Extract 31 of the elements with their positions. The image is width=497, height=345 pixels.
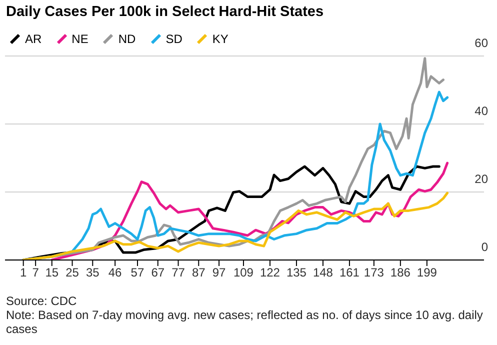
y-tick-label: 20 [474,172,488,186]
legend-label: NE [72,32,88,46]
x-tick-label: 186 [390,266,411,280]
legend-label: SD [166,32,182,46]
y-tick-label: 60 [474,36,488,50]
x-tick-label: 173 [364,266,384,280]
legend-label: AR [25,32,42,46]
x-tick-label: 46 [108,266,122,280]
x-tick-label: 135 [286,266,307,280]
text: Note: Based on 7-day moving avg. new cases; reflected as no. of days since 10 avg. daily cases [6,308,484,336]
legend-label: ND [118,32,136,46]
x-tick-label: 122 [260,266,280,280]
x-tick-label: 199 [416,266,438,280]
x-tick-label: 97 [212,266,226,280]
y-tick-label: 40 [474,104,488,118]
x-tick-label: 109 [233,266,254,280]
x-tick-label: 25 [66,266,80,280]
x-tick-label: 57 [130,266,144,280]
chart-title: Daily Cases Per 100k in Select Hard-Hit States [6,4,324,20]
y-tick-label: 0 [481,240,488,254]
x-tick-label: 35 [86,266,100,280]
x-tick-label: 161 [339,266,360,280]
x-tick-label: 1 [20,266,27,280]
x-tick-label: 87 [192,266,206,280]
x-tick-label: 7 [32,266,40,280]
legend-label: KY [212,32,228,46]
x-tick-label: 15 [45,266,59,280]
x-tick-label: 67 [151,266,165,280]
x-tick-label: 77 [172,266,186,280]
source-note: Source: CDC [6,294,78,308]
x-tick-label: 148 [312,266,334,280]
